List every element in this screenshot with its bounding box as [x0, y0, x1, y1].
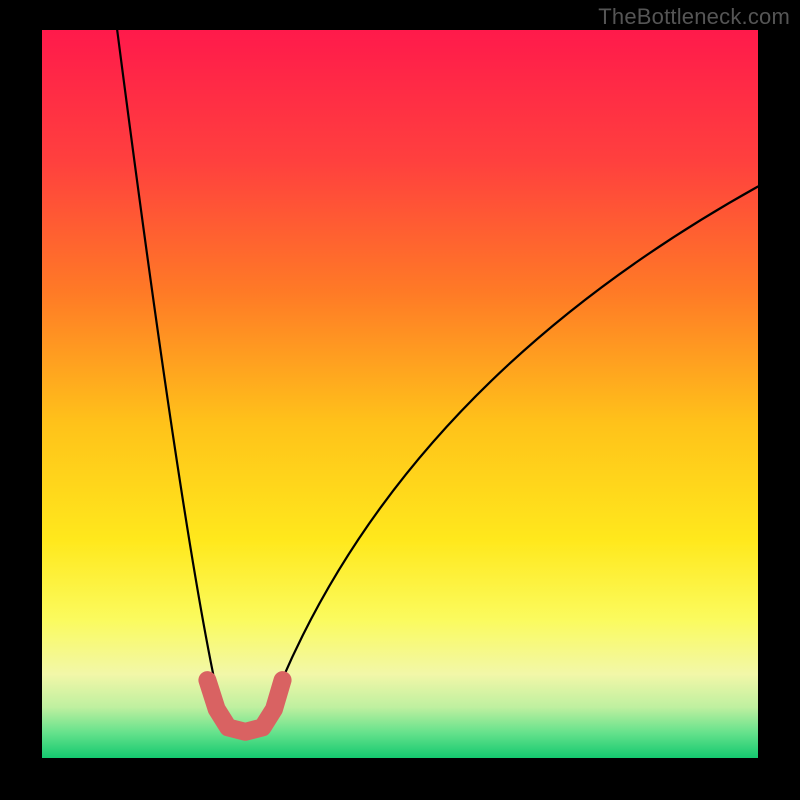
watermark-text: TheBottleneck.com — [598, 4, 790, 30]
plot-area — [42, 30, 758, 758]
chart-svg — [0, 0, 800, 800]
chart-container: TheBottleneck.com — [0, 0, 800, 800]
